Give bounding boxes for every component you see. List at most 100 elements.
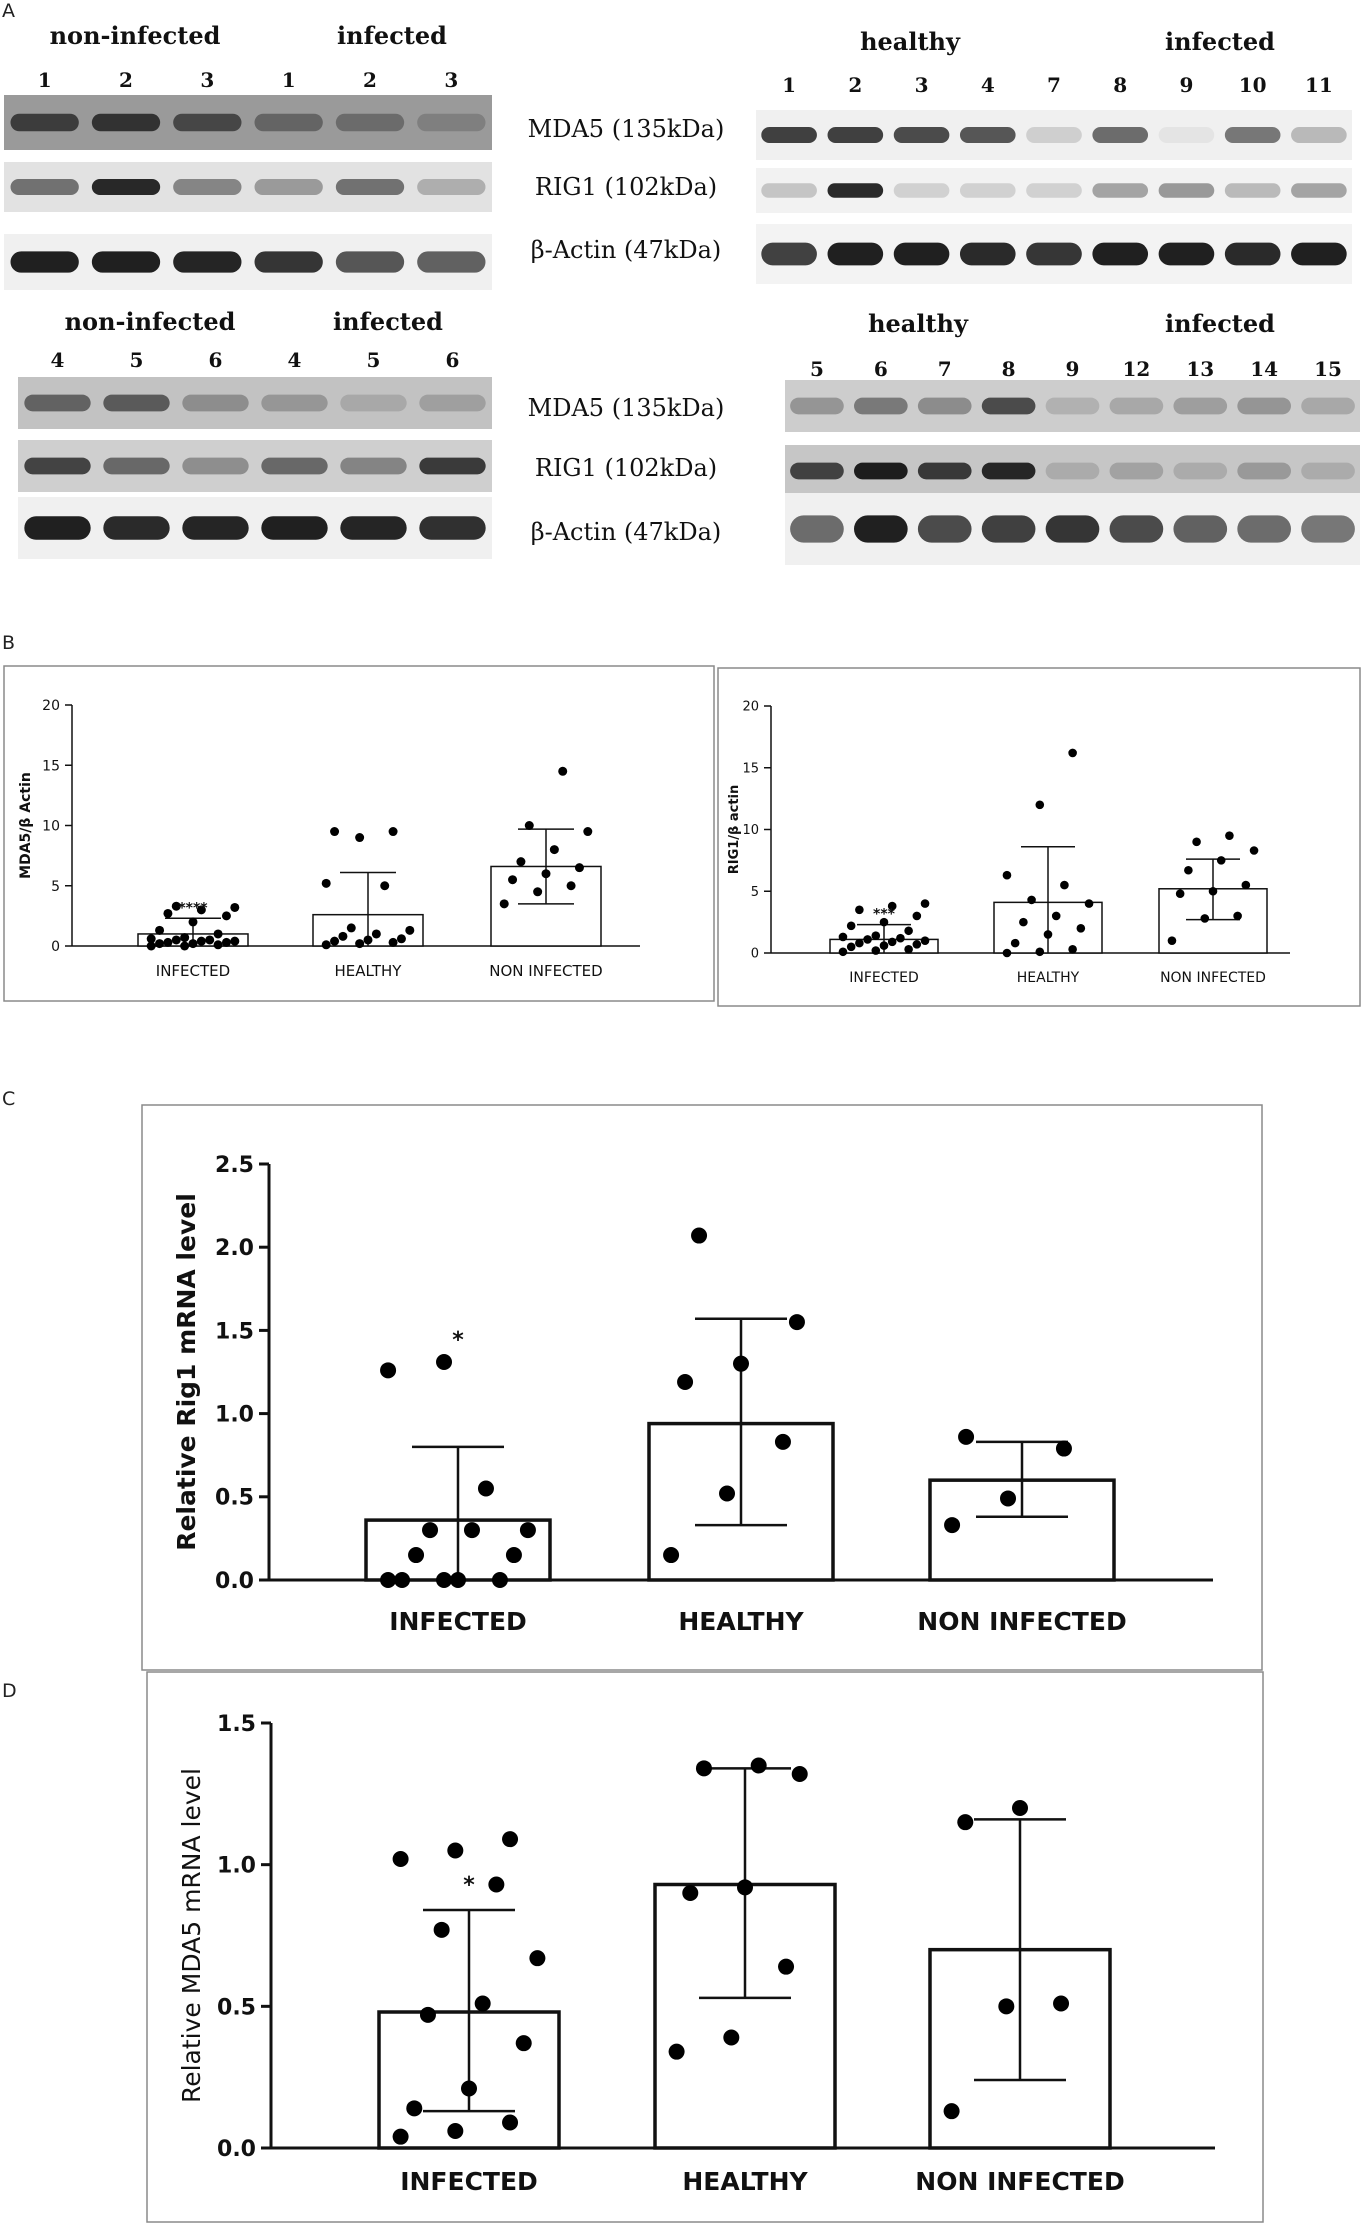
data-point	[213, 940, 223, 950]
y-tick-label: 1.0	[217, 1854, 256, 1879]
data-point	[778, 1958, 795, 1975]
data-point	[737, 1879, 753, 1896]
blot-band	[1092, 242, 1149, 266]
data-point	[958, 1428, 975, 1445]
blot-band	[827, 183, 884, 198]
data-point	[355, 833, 365, 843]
category-label: NON INFECTED	[917, 1607, 1126, 1636]
data-point	[1084, 899, 1094, 908]
data-point	[879, 917, 889, 927]
data-point	[1249, 846, 1259, 855]
category-label: NON INFECTED	[915, 2167, 1124, 2196]
data-point	[920, 936, 930, 945]
data-point	[1167, 936, 1177, 945]
data-point	[791, 1766, 808, 1782]
blot-band	[790, 397, 844, 415]
blot-band	[959, 183, 1016, 198]
marker-label: β-Actin (47kDa)	[531, 518, 722, 546]
data-point	[221, 911, 231, 921]
data-point	[515, 2035, 532, 2052]
blot-band	[1109, 397, 1164, 415]
y-tick-label: 20	[42, 698, 60, 714]
data-point	[863, 935, 872, 944]
y-tick-label: 5	[751, 885, 759, 900]
data-point	[1060, 880, 1069, 890]
blot-band	[261, 516, 328, 540]
lane-number: 8	[1002, 357, 1016, 381]
blot-band	[1158, 242, 1215, 266]
blot-band	[893, 127, 950, 143]
lane-number: 5	[810, 357, 824, 381]
category-label: INFECTED	[400, 2167, 538, 2196]
data-point	[419, 2006, 436, 2023]
lane-number: 14	[1250, 357, 1278, 381]
category-label: INFECTED	[849, 970, 918, 986]
blot-band	[340, 394, 407, 412]
category-label: INFECTED	[389, 1607, 527, 1636]
blot-band	[10, 251, 79, 273]
data-point	[436, 1354, 453, 1371]
lane-number: 7	[1047, 73, 1061, 97]
data-point	[1208, 886, 1218, 896]
data-point	[155, 939, 165, 949]
blot-band	[419, 516, 486, 540]
data-point	[1076, 924, 1086, 933]
blot-band	[103, 457, 170, 475]
data-point	[346, 923, 356, 933]
y-tick-label: 20	[742, 700, 759, 715]
data-point	[1241, 880, 1251, 890]
blot-band	[1291, 242, 1347, 266]
category-label: HEALTHY	[335, 962, 403, 980]
y-tick-label: 2.5	[215, 1153, 254, 1178]
blot-band	[1237, 515, 1291, 543]
category-label: NON INFECTED	[489, 962, 602, 980]
data-point	[691, 1227, 708, 1244]
blot-band	[1092, 183, 1149, 198]
blot-band	[1173, 462, 1228, 480]
blot-band	[91, 251, 161, 273]
blot-band	[1092, 127, 1149, 143]
data-point	[213, 929, 223, 939]
blot-band	[1301, 397, 1355, 415]
blot-strip-rig1	[18, 440, 492, 492]
lane-number: 9	[1066, 357, 1080, 381]
data-point	[998, 1998, 1015, 2015]
significance-marker: ***	[873, 907, 896, 923]
lane-number: 8	[1113, 73, 1127, 97]
panel-letter-a: A	[2, 0, 15, 22]
y-tick-label: 2.0	[215, 1236, 254, 1261]
data-point	[663, 1547, 680, 1564]
blot-band	[959, 242, 1016, 266]
y-tick-label: 0	[751, 947, 759, 962]
blot-band	[261, 394, 328, 412]
data-point	[499, 899, 509, 909]
blot-top_right: healthy infected 1 2 3 4 7 8 9 10 11	[756, 27, 1352, 284]
data-point	[180, 941, 190, 951]
blot-band	[1026, 183, 1082, 198]
blot-band	[340, 516, 407, 540]
lane-number: 1	[282, 68, 296, 92]
lane-number: 1	[38, 68, 52, 92]
data-point	[896, 933, 905, 943]
lane-number: 13	[1186, 357, 1214, 381]
data-point	[180, 933, 190, 943]
data-point	[392, 1851, 409, 1867]
blot-strip-actin	[4, 234, 492, 290]
data-point	[871, 931, 881, 941]
blot-top_left: non-infected infected 1 2 3 1 2 3	[4, 21, 492, 290]
chart-0: 0 5 10 15 20 MDA5/β Actin **** INFECTED HEALTHY N…	[3, 665, 715, 1002]
marker-label: MDA5 (135kDa)	[528, 115, 725, 143]
data-point	[677, 1373, 694, 1390]
blot-group-label: infected	[1165, 309, 1275, 338]
data-point	[371, 929, 381, 939]
data-point	[1002, 948, 1012, 958]
blot-band	[959, 127, 1016, 143]
blot-strip-rig1	[4, 162, 492, 212]
data-point	[1010, 938, 1020, 948]
lane-number: 5	[367, 348, 381, 372]
data-point	[436, 1572, 453, 1588]
blot-band	[1237, 397, 1291, 415]
lane-number: 10	[1239, 73, 1267, 97]
blot-band	[790, 462, 844, 480]
